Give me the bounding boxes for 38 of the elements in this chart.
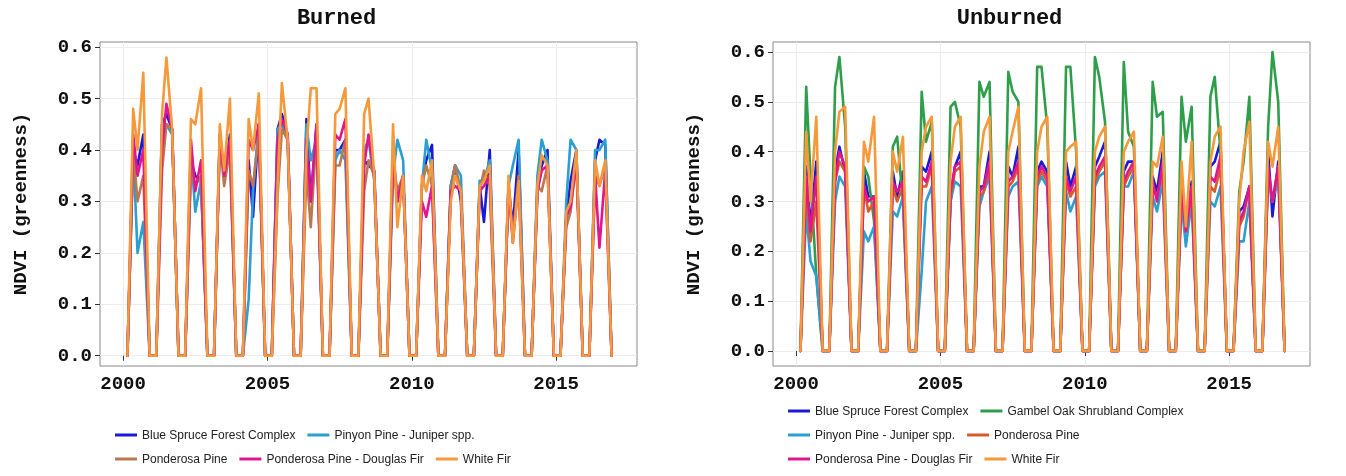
legend-label: Gambel Oak Shrubland Complex — [1007, 404, 1184, 418]
legend-label: White Fir — [462, 452, 511, 466]
legend-label: Ponderosa Pine - Douglas Fir — [815, 452, 973, 466]
legend-label: Ponderosa Pine — [142, 452, 228, 466]
y-axis-title: NDVI (greenness) — [682, 112, 705, 296]
y-tick-label: 0.0 — [57, 344, 92, 367]
y-tick-label: 0.5 — [730, 90, 765, 113]
legend-label: Blue Spruce Forest Complex — [142, 428, 296, 442]
legend-label: Ponderosa Pine - Douglas Fir — [266, 452, 424, 466]
y-tick-label: 0.0 — [730, 340, 765, 363]
y-tick-label: 0.2 — [730, 240, 765, 263]
chart-title: Unburned — [956, 5, 1063, 31]
legend-label: Blue Spruce Forest Complex — [815, 404, 969, 418]
x-tick-label: 2010 — [389, 372, 435, 395]
y-tick-label: 0.1 — [57, 293, 92, 316]
y-tick-label: 0.6 — [730, 40, 765, 63]
line-series — [126, 56, 613, 358]
x-tick-label: 2015 — [533, 372, 579, 395]
y-tick-label: 0.3 — [730, 190, 765, 213]
y-tick-label: 0.2 — [57, 241, 92, 264]
y-tick-label: 0.1 — [730, 290, 765, 313]
legend-label: White Fir — [1011, 452, 1060, 466]
x-tick-label: 2005 — [244, 372, 291, 395]
y-tick-label: 0.4 — [730, 140, 765, 163]
x-tick-label: 2010 — [1062, 372, 1108, 395]
x-tick-label: 2000 — [773, 372, 819, 395]
y-tick-label: 0.5 — [57, 87, 92, 110]
legend-label: Ponderosa Pine — [994, 428, 1080, 442]
x-tick-label: 2000 — [100, 372, 146, 395]
legend-label: Pinyon Pine - Juniper spp. — [815, 428, 956, 442]
y-axis-title: NDVI (greenness) — [9, 112, 32, 296]
legend-label: Pinyon Pine - Juniper spp. — [334, 428, 475, 442]
y-tick-label: 0.4 — [57, 139, 92, 161]
x-tick-label: 2005 — [917, 372, 964, 395]
chart-title: Burned — [296, 5, 377, 31]
x-tick-label: 2015 — [1206, 372, 1252, 395]
y-tick-label: 0.6 — [57, 36, 92, 59]
y-tick-label: 0.3 — [57, 190, 92, 213]
